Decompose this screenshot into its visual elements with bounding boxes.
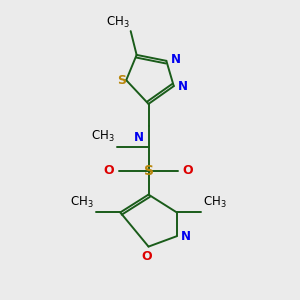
- Text: CH$_3$: CH$_3$: [203, 195, 227, 210]
- Text: O: O: [183, 164, 193, 177]
- Text: CH$_3$: CH$_3$: [70, 195, 94, 210]
- Text: S: S: [117, 74, 126, 87]
- Text: CH$_3$: CH$_3$: [91, 129, 114, 144]
- Text: O: O: [104, 164, 114, 177]
- Text: N: N: [178, 80, 188, 93]
- Text: N: N: [171, 53, 181, 66]
- Text: N: N: [134, 131, 144, 144]
- Text: S: S: [143, 164, 154, 178]
- Text: N: N: [181, 230, 191, 243]
- Text: O: O: [142, 250, 152, 262]
- Text: CH$_3$: CH$_3$: [106, 14, 129, 30]
